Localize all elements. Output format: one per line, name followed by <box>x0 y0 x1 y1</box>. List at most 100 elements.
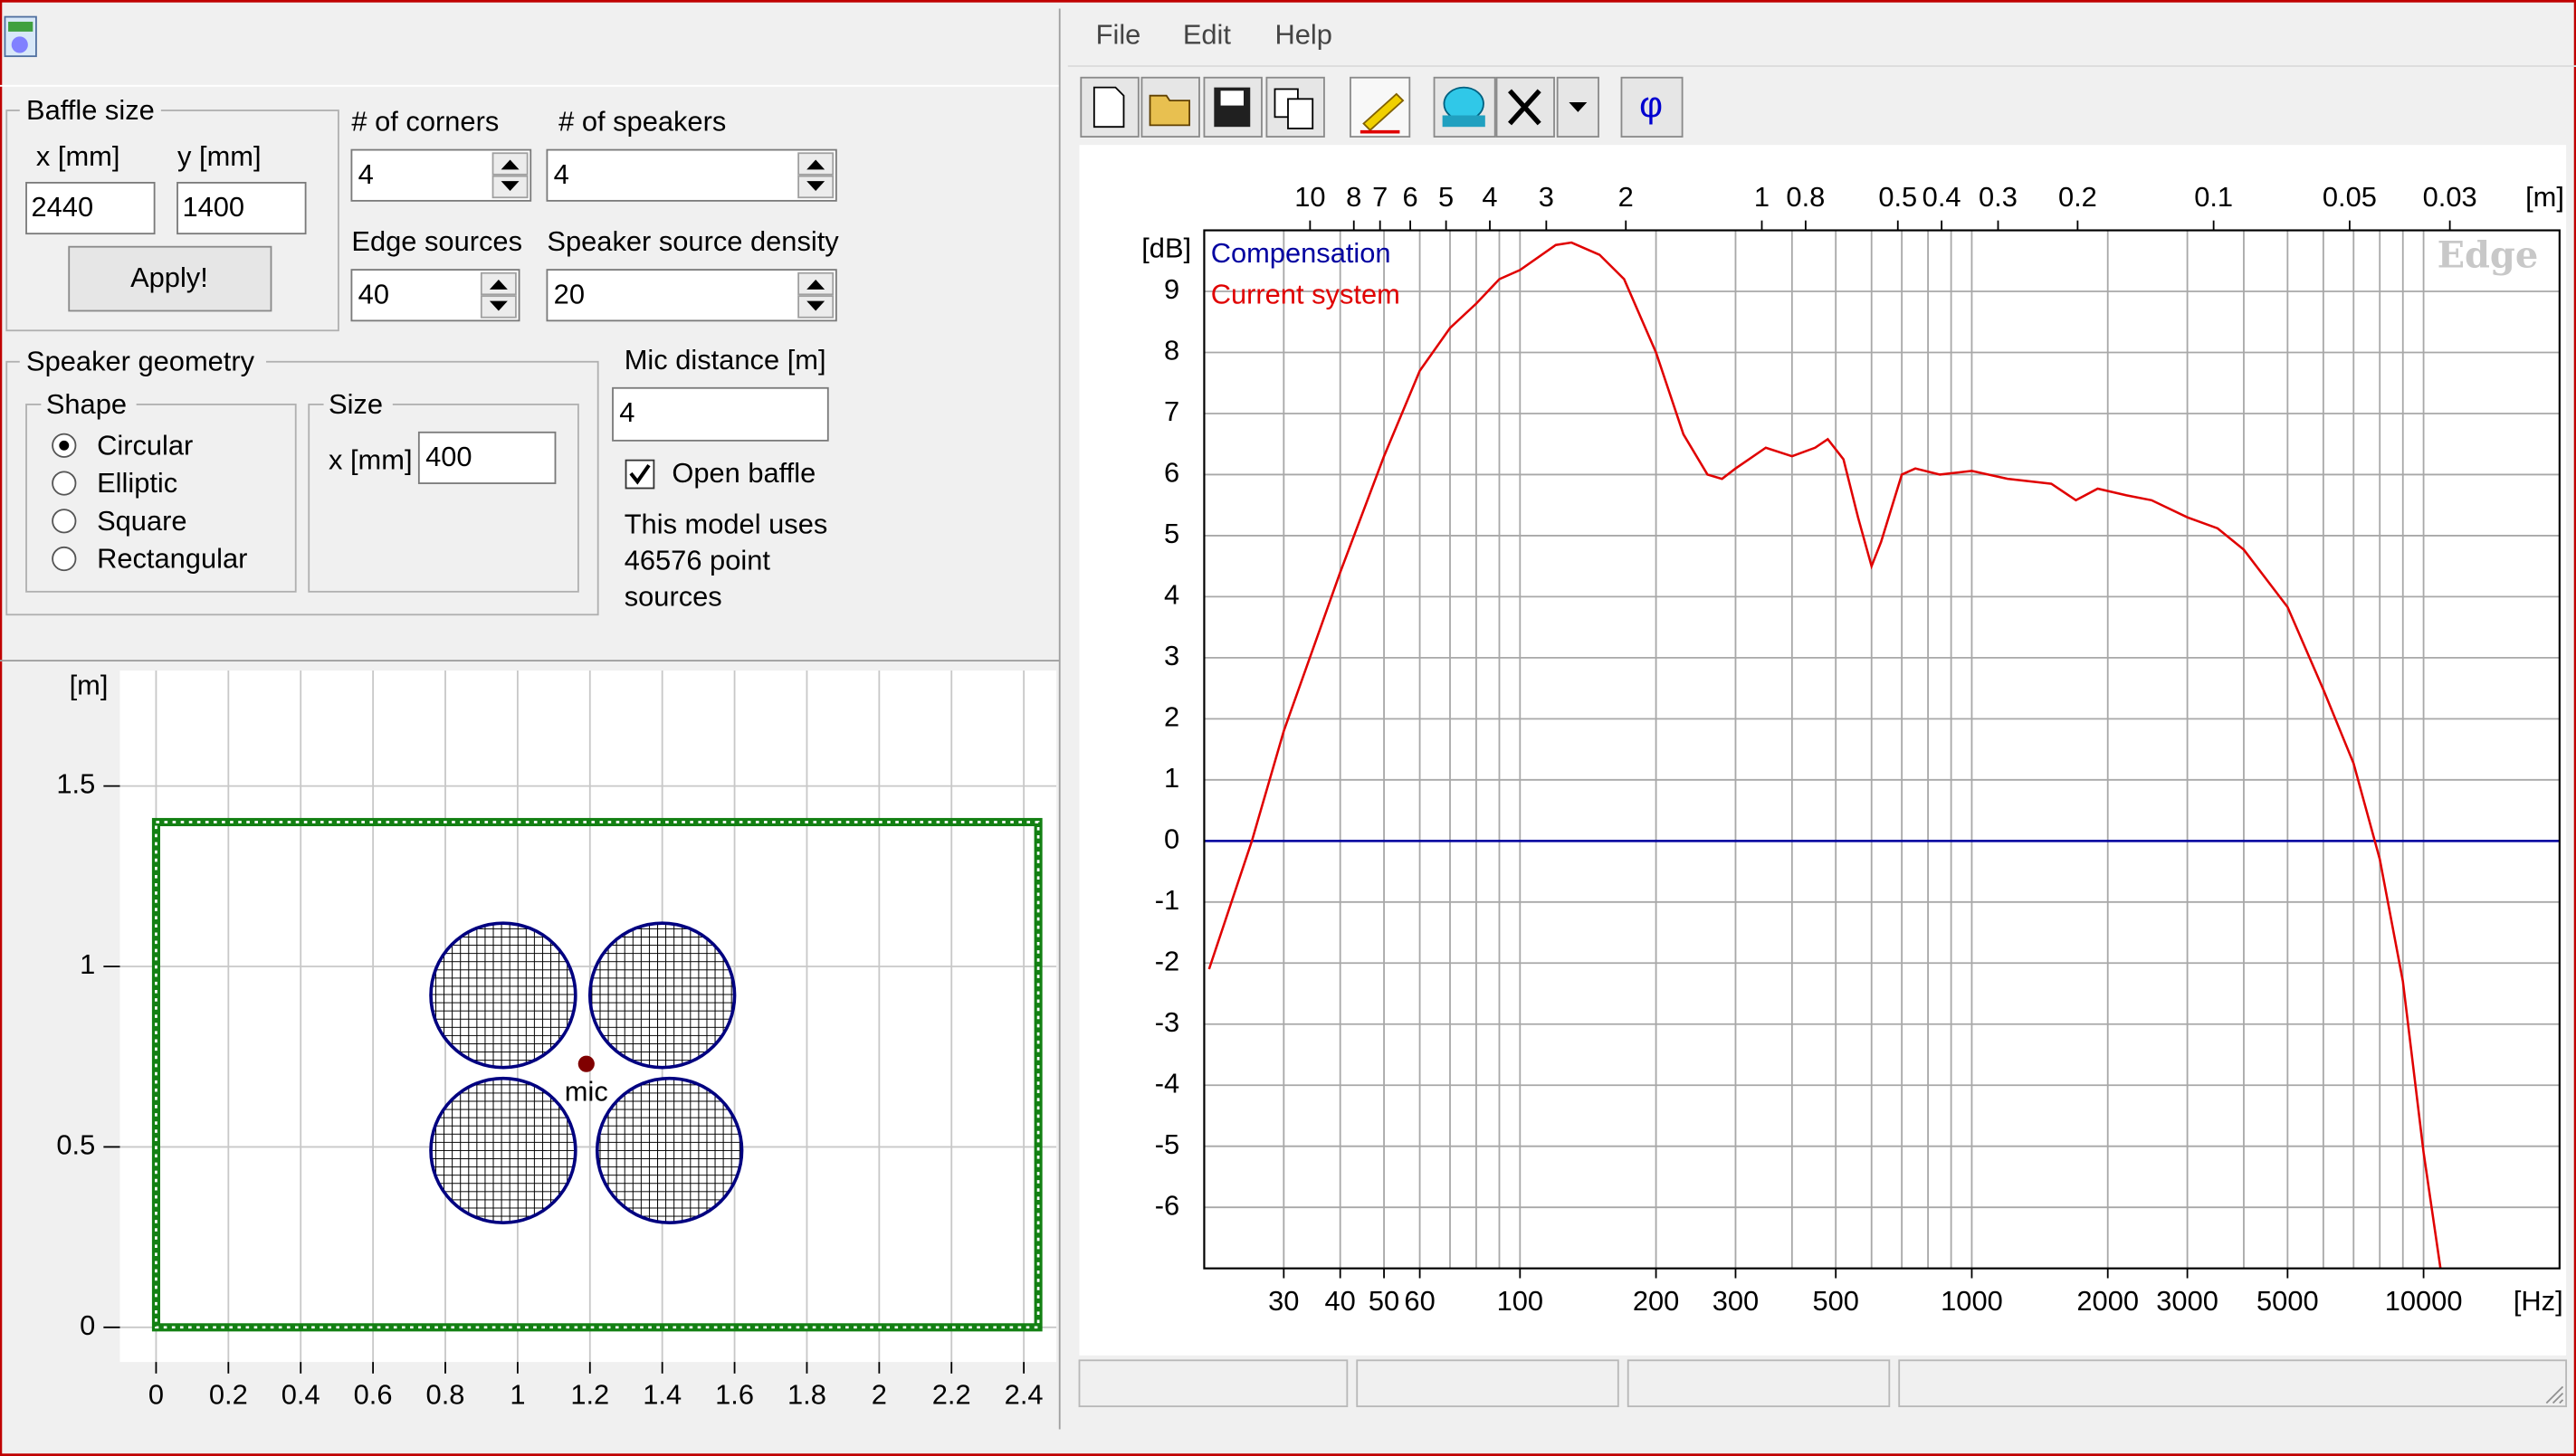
field-label: # of corners <box>351 106 499 138</box>
field-label: Edge sources <box>351 225 522 257</box>
y-tick-label: 3 <box>1164 640 1179 671</box>
x-tick-label: 1 <box>510 1378 525 1410</box>
toolbar-button[interactable] <box>1140 76 1200 138</box>
x-tick-label: 0.8 <box>426 1378 465 1410</box>
y-tick-label: 2 <box>1164 701 1179 733</box>
x-tick-label: 1.2 <box>570 1378 609 1410</box>
toolbar-button[interactable]: φ <box>1620 76 1684 138</box>
x-tick-label: 5000 <box>2256 1285 2319 1317</box>
group-title: Speaker geometry <box>26 346 255 377</box>
series-line <box>1207 241 2442 1269</box>
toolbar-button[interactable] <box>1350 76 1411 138</box>
apply-button[interactable]: Apply! <box>68 245 272 312</box>
group-title: Baffle size <box>26 94 155 126</box>
spin-box[interactable]: 4 <box>546 148 837 202</box>
x2-tick-label: 4 <box>1482 181 1497 213</box>
info-text: 46576 point <box>625 544 771 576</box>
radio-button[interactable]: Elliptic <box>52 467 177 499</box>
x-tick-label: 40 <box>1325 1285 1356 1317</box>
group-box <box>5 109 339 332</box>
group-title: Shape <box>46 388 127 420</box>
x-tick-label: 60 <box>1404 1285 1435 1317</box>
radio-label: Square <box>97 505 186 537</box>
watermark: Edge <box>2438 234 2539 276</box>
radio-button[interactable]: Rectangular <box>52 543 247 575</box>
text-input[interactable]: 1400 <box>177 181 307 235</box>
y-tick-label: 1 <box>80 948 95 980</box>
text-input[interactable]: 4 <box>612 386 829 442</box>
field-label: x [mm] <box>329 444 413 476</box>
phi-icon: φ <box>1639 85 1663 125</box>
x2-tick-label: 10 <box>1294 181 1325 213</box>
x-tick-label: 0.4 <box>281 1378 320 1410</box>
x2-tick-label: 8 <box>1346 181 1361 213</box>
x-tick-label: 1000 <box>1941 1285 2003 1317</box>
mic-label: mic <box>565 1076 608 1108</box>
y-tick-label: 7 <box>1164 395 1179 427</box>
menu-item[interactable]: File <box>1096 19 1141 51</box>
text-input[interactable]: 400 <box>417 431 557 484</box>
input-value: 1400 <box>182 191 244 223</box>
baffle-plot: 0 0.2 0.4 0.6 0.8 1 1.2 1.4 1.6 1.8 2 2.2 2.4 0 0.5 1 1.… <box>56 669 1057 1410</box>
x2-tick-label: 0.1 <box>2194 181 2233 213</box>
speaker <box>429 921 577 1070</box>
plot-background <box>1079 145 2567 1356</box>
y-tick-label: -1 <box>1155 884 1179 916</box>
y-tick-label: 1.5 <box>56 768 95 800</box>
checkbox[interactable]: Open baffle <box>625 457 816 490</box>
menu-item[interactable]: Help <box>1274 19 1331 51</box>
field-label: Mic distance [m] <box>625 344 826 376</box>
x-tick-label: 2.2 <box>932 1378 971 1410</box>
spin-box[interactable]: 4 <box>350 148 532 202</box>
y-tick-label: 0 <box>80 1309 95 1341</box>
input-value: 40 <box>358 278 389 309</box>
status-bar <box>1078 1359 2568 1408</box>
y-axis-label: [dB] <box>1141 232 1191 263</box>
radio-button[interactable]: Square <box>52 505 187 537</box>
x-tick-label: 2 <box>872 1378 887 1410</box>
y-tick-label: 9 <box>1164 273 1179 305</box>
x2-tick-label: 1 <box>1754 181 1770 213</box>
y-tick-label: 4 <box>1164 579 1179 611</box>
x-tick-label: 2000 <box>2076 1285 2139 1317</box>
toolbar-button[interactable] <box>1265 76 1325 138</box>
radio-button[interactable]: Circular <box>52 429 193 461</box>
x-tick-label: 10000 <box>2385 1285 2463 1317</box>
toolbar-button[interactable] <box>1495 76 1555 138</box>
x2-tick-label: 0.3 <box>1979 181 2018 213</box>
x2-tick-label: 0.8 <box>1786 181 1825 213</box>
x2-tick-label: 0.05 <box>2323 181 2377 213</box>
y-tick-label: 1 <box>1164 762 1179 794</box>
y-tick-label: -6 <box>1155 1189 1179 1221</box>
x-tick-label: 2.4 <box>1005 1378 1044 1410</box>
input-value: 2440 <box>31 191 93 223</box>
plot-background <box>119 670 1057 1363</box>
x-tick-label: 3000 <box>2156 1285 2218 1317</box>
speaker <box>429 1076 577 1224</box>
x2-tick-label: 3 <box>1539 181 1554 213</box>
x-tick-label: 0.6 <box>354 1378 393 1410</box>
x-tick-label: 1.8 <box>787 1378 826 1410</box>
y-tick-label: -2 <box>1155 945 1179 976</box>
y-tick-label: 0.5 <box>56 1129 95 1161</box>
toolbar-button[interactable] <box>1433 76 1496 138</box>
spin-box[interactable]: 20 <box>546 269 837 322</box>
toolbar-button[interactable] <box>1203 76 1263 138</box>
y-tick-label: 6 <box>1164 457 1179 489</box>
toolbar-dropdown[interactable] <box>1556 76 1599 138</box>
x2-tick-label: 0.03 <box>2423 181 2477 213</box>
toolbar-button[interactable] <box>1080 76 1140 138</box>
x-tick-label: 1.4 <box>643 1378 682 1410</box>
text-input[interactable]: 2440 <box>25 181 156 235</box>
speaker <box>587 921 737 1070</box>
input-value: 4 <box>358 158 374 190</box>
x-tick-label: 200 <box>1633 1285 1679 1317</box>
x2-tick-label: 0.2 <box>2058 181 2097 213</box>
spin-box[interactable]: 40 <box>350 269 520 322</box>
field-label: # of speakers <box>558 106 726 138</box>
x2-axis-label: [m] <box>2525 181 2564 213</box>
menu-item[interactable]: Edit <box>1183 19 1232 51</box>
legend-entry: Compensation <box>1211 237 1391 269</box>
